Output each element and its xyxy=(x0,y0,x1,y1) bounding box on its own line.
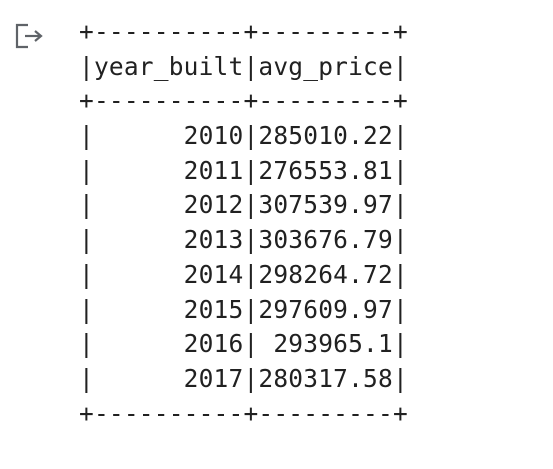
table-row: | 2010|285010.22| xyxy=(79,121,408,151)
table-row: | 2015|297609.97| xyxy=(79,294,408,324)
table-row: | 2013|303676.79| xyxy=(79,225,408,255)
table-row: | 2014|298264.72| xyxy=(79,259,408,289)
table-header-row: |year_built|avg_price| xyxy=(79,51,408,81)
table-border-bottom: +----------+---------+ xyxy=(79,398,408,428)
output-redirect-icon[interactable] xyxy=(15,22,49,50)
table-header-separator: +----------+---------+ xyxy=(79,86,408,116)
table-row: | 2016| 293965.1| xyxy=(79,329,408,359)
table-row: | 2011|276553.81| xyxy=(79,155,408,185)
output-text-table: +----------+---------+ |year_built|avg_pr… xyxy=(79,15,408,431)
table-border-top: +----------+---------+ xyxy=(79,17,408,46)
table-row: | 2017|280317.58| xyxy=(79,363,408,393)
table-row: | 2012|307539.97| xyxy=(79,190,408,220)
